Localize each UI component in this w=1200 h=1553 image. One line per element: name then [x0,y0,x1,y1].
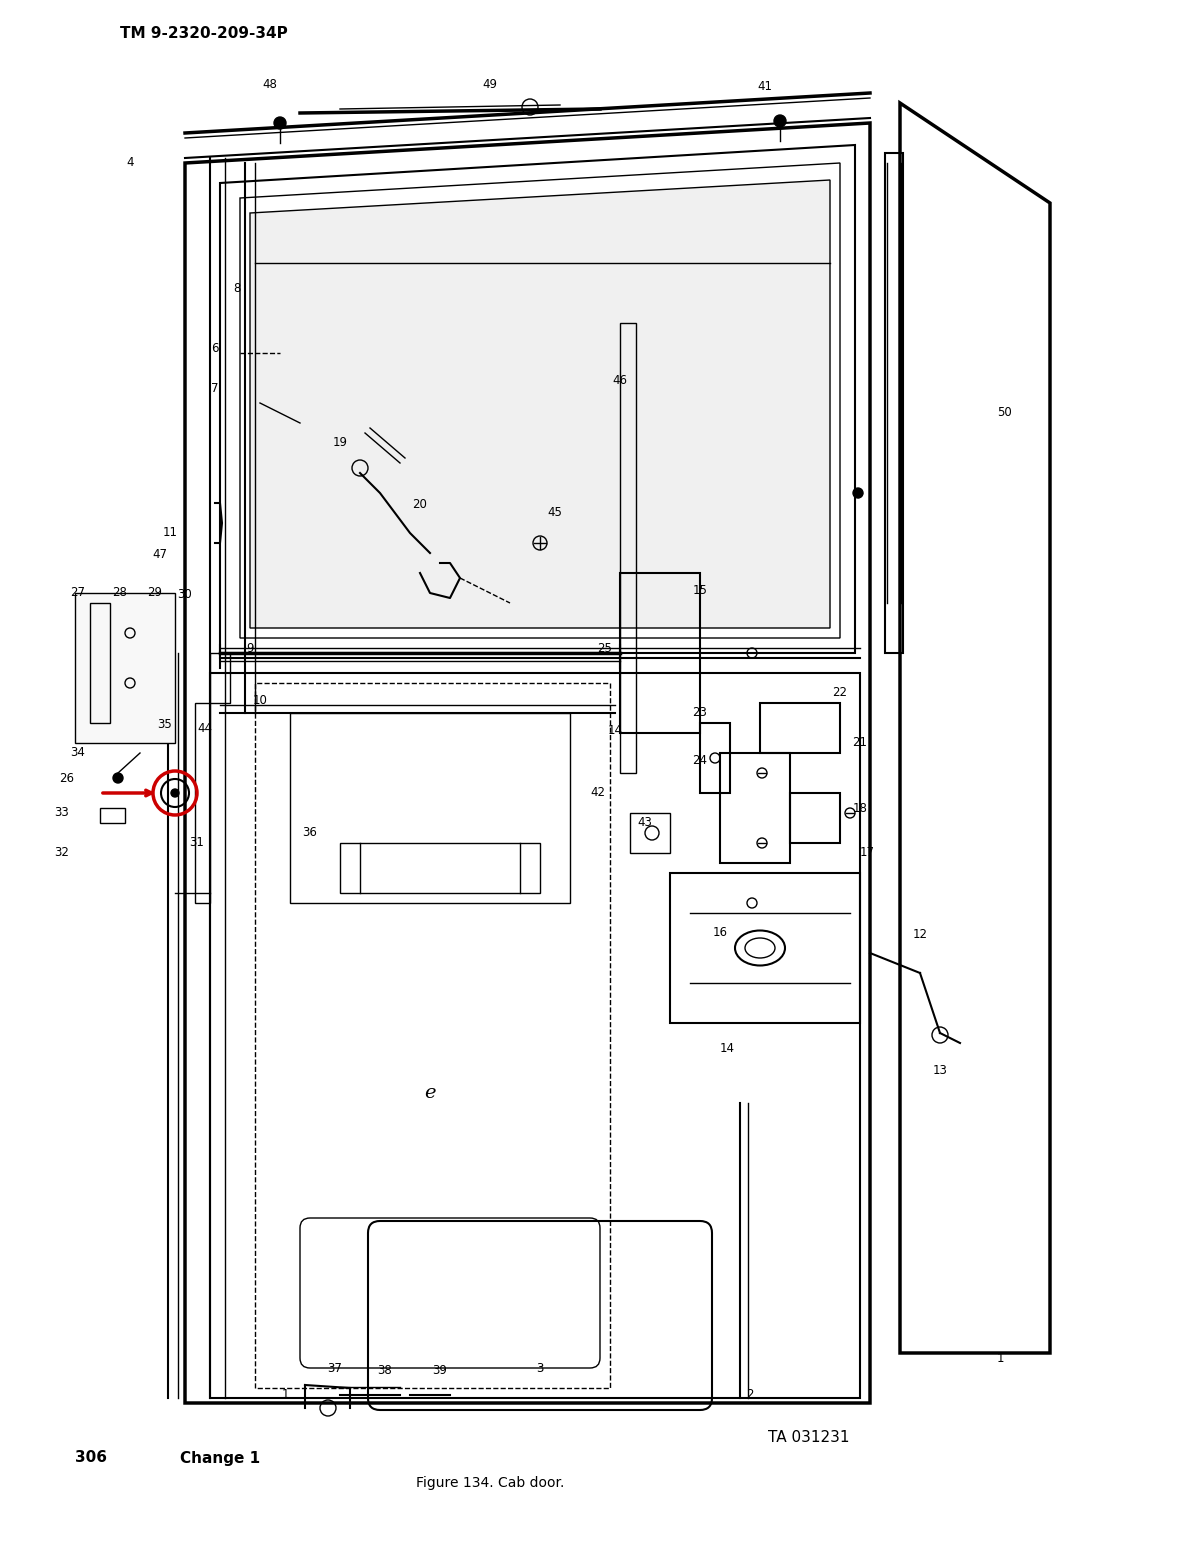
Text: 48: 48 [263,79,277,92]
Text: 46: 46 [612,374,628,388]
Text: 38: 38 [378,1364,392,1376]
Text: 47: 47 [152,548,168,562]
Text: 49: 49 [482,79,498,92]
Polygon shape [250,180,830,627]
Text: 25: 25 [598,641,612,654]
Text: 306: 306 [74,1451,107,1466]
Text: 39: 39 [432,1364,448,1376]
Text: 33: 33 [55,806,70,820]
Text: 17: 17 [859,846,875,859]
Circle shape [774,115,786,127]
Text: 43: 43 [637,817,653,829]
Text: 26: 26 [60,772,74,784]
Bar [886,154,904,652]
Text: 9: 9 [246,641,253,654]
Text: 37: 37 [328,1362,342,1374]
Text: 22: 22 [833,686,847,699]
Text: 13: 13 [932,1064,948,1078]
Text: 28: 28 [113,587,127,599]
Text: 6: 6 [211,342,218,354]
Text: 14: 14 [607,725,623,738]
Bar [194,704,210,902]
Text: 31: 31 [190,837,204,849]
Text: 21: 21 [852,736,868,750]
Text: 41: 41 [757,81,773,93]
Circle shape [172,789,179,797]
Bar [620,323,636,773]
Text: 35: 35 [157,719,173,731]
Text: 45: 45 [547,506,563,520]
Text: Figure 134. Cab door.: Figure 134. Cab door. [416,1475,564,1489]
Text: TA 031231: TA 031231 [768,1430,850,1446]
Text: 29: 29 [148,587,162,599]
Text: 8: 8 [233,281,241,295]
Circle shape [113,773,124,783]
Circle shape [274,116,286,129]
Text: 42: 42 [590,786,606,800]
Text: 44: 44 [198,722,212,735]
Text: 16: 16 [713,927,727,940]
Text: Change 1: Change 1 [180,1451,260,1466]
Text: 15: 15 [692,584,708,596]
Circle shape [853,488,863,499]
Text: 36: 36 [302,826,318,840]
Text: 30: 30 [178,589,192,601]
Text: 32: 32 [54,846,70,859]
Text: 1: 1 [281,1388,289,1401]
Text: 10: 10 [252,694,268,707]
Text: 18: 18 [852,801,868,814]
Text: 24: 24 [692,753,708,767]
Text: 11: 11 [162,526,178,539]
Text: TM 9-2320-209-34P: TM 9-2320-209-34P [120,25,288,40]
Polygon shape [74,593,175,742]
Text: 3: 3 [536,1362,544,1374]
Text: 2: 2 [746,1388,754,1401]
Text: 4: 4 [126,157,133,169]
Text: 34: 34 [71,747,85,759]
Text: 50: 50 [997,407,1013,419]
Text: 12: 12 [912,929,928,941]
Text: 27: 27 [71,587,85,599]
Text: e: e [425,1084,436,1103]
Bar [340,843,540,893]
Text: 14: 14 [720,1042,734,1056]
Text: 20: 20 [413,499,427,511]
Text: 7: 7 [211,382,218,394]
Text: 23: 23 [692,707,708,719]
Text: 1: 1 [996,1351,1003,1365]
Text: 19: 19 [332,436,348,449]
